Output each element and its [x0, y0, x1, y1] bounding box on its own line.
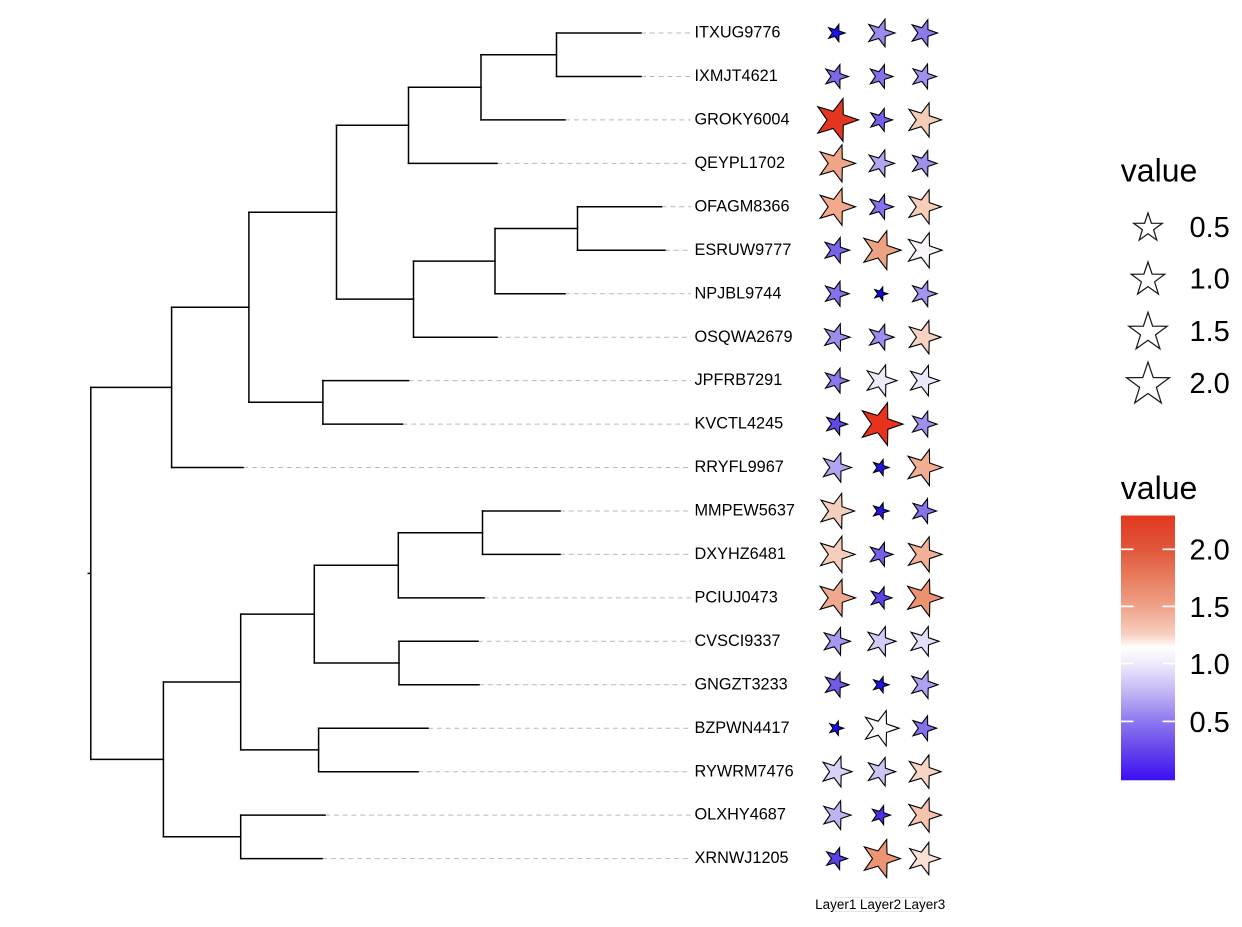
svg-text:PCIUJ0473: PCIUJ0473 — [695, 589, 778, 607]
svg-text:1.5: 1.5 — [1190, 316, 1230, 348]
svg-text:Layer2: Layer2 — [860, 897, 901, 912]
svg-text:0.5: 0.5 — [1190, 212, 1230, 244]
svg-text:DXYHZ6481: DXYHZ6481 — [695, 545, 786, 563]
svg-text:CVSCI9337: CVSCI9337 — [695, 632, 781, 650]
svg-text:OLXHY4687: OLXHY4687 — [695, 806, 786, 824]
svg-text:QEYPL1702: QEYPL1702 — [695, 154, 786, 172]
svg-text:MMPEW5637: MMPEW5637 — [695, 502, 795, 520]
svg-text:Layer3: Layer3 — [904, 897, 945, 912]
svg-text:OSQWA2679: OSQWA2679 — [695, 328, 793, 346]
svg-text:ESRUW9777: ESRUW9777 — [695, 241, 792, 259]
svg-text:GNGZT3233: GNGZT3233 — [695, 675, 788, 693]
svg-text:IXMJT4621: IXMJT4621 — [695, 67, 778, 85]
svg-text:KVCTL4245: KVCTL4245 — [695, 415, 784, 433]
svg-text:GROKY6004: GROKY6004 — [695, 111, 790, 129]
svg-text:0.5: 0.5 — [1190, 707, 1230, 739]
svg-text:BZPWN4417: BZPWN4417 — [695, 719, 790, 737]
svg-text:1.0: 1.0 — [1190, 649, 1230, 681]
svg-text:value: value — [1121, 152, 1198, 188]
svg-text:RRYFL9967: RRYFL9967 — [695, 458, 784, 476]
svg-text:ITXUG9776: ITXUG9776 — [695, 24, 781, 42]
svg-text:2.0: 2.0 — [1190, 535, 1230, 567]
svg-text:1.5: 1.5 — [1190, 592, 1230, 624]
svg-text:OFAGM8366: OFAGM8366 — [695, 197, 790, 215]
svg-text:JPFRB7291: JPFRB7291 — [695, 371, 783, 389]
svg-text:Layer1: Layer1 — [815, 897, 856, 912]
svg-text:1.0: 1.0 — [1190, 263, 1230, 295]
svg-text:XRNWJ1205: XRNWJ1205 — [695, 849, 789, 867]
svg-text:RYWRM7476: RYWRM7476 — [695, 762, 794, 780]
svg-text:value: value — [1121, 470, 1198, 506]
svg-text:2.0: 2.0 — [1190, 368, 1230, 400]
svg-text:NPJBL9744: NPJBL9744 — [695, 284, 782, 302]
